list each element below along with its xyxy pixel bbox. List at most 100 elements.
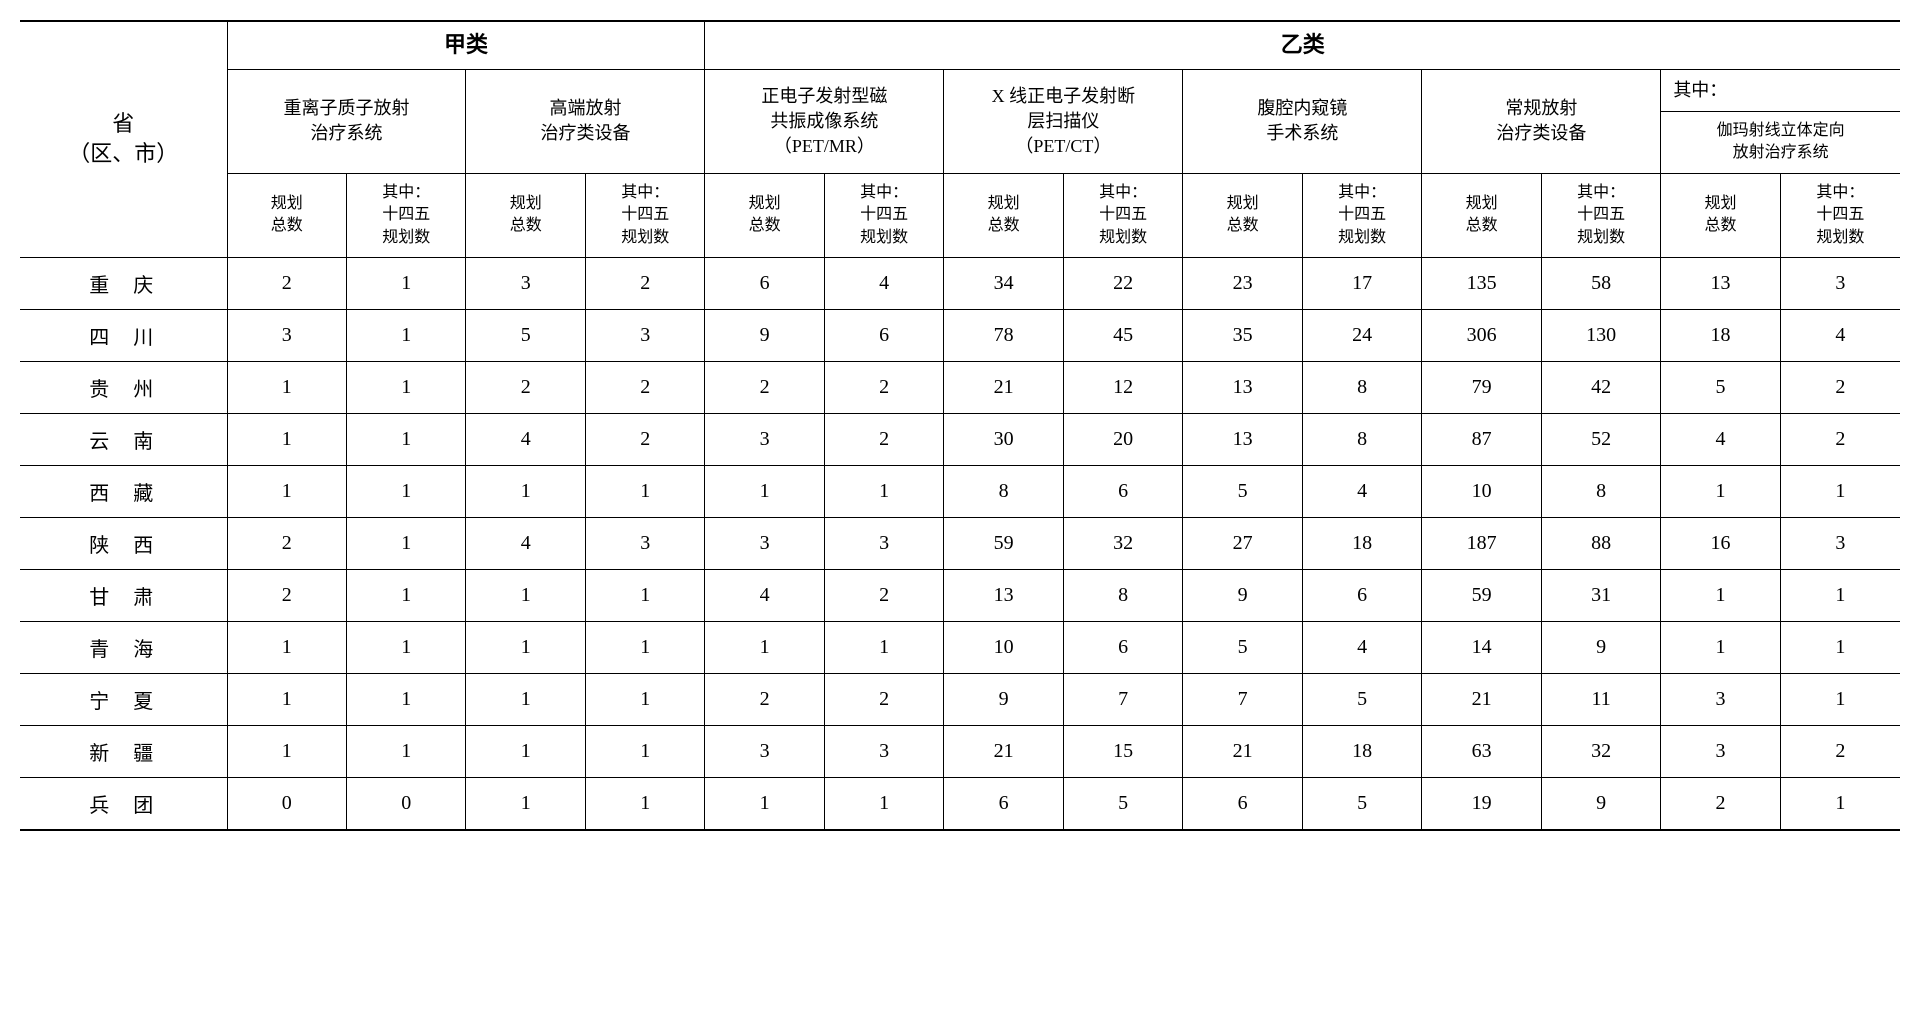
data-cell: 78 xyxy=(944,309,1063,361)
data-cell: 1 xyxy=(227,725,346,777)
data-cell: 18 xyxy=(1661,309,1780,361)
data-cell: 6 xyxy=(1063,621,1182,673)
data-cell: 52 xyxy=(1541,413,1660,465)
data-cell: 3 xyxy=(466,257,585,309)
data-cell: 4 xyxy=(466,517,585,569)
data-cell: 1 xyxy=(824,777,943,830)
province-name: 西藏 xyxy=(20,465,227,517)
data-cell: 2 xyxy=(466,361,585,413)
table-row: 兵团001111656519921 xyxy=(20,777,1900,830)
table-row: 宁夏1111229775211131 xyxy=(20,673,1900,725)
data-cell: 13 xyxy=(944,569,1063,621)
province-name: 青海 xyxy=(20,621,227,673)
data-cell: 19 xyxy=(1422,777,1541,830)
data-cell: 9 xyxy=(705,309,824,361)
data-cell: 8 xyxy=(1302,361,1421,413)
data-cell: 14 xyxy=(1422,621,1541,673)
province-name: 贵州 xyxy=(20,361,227,413)
data-cell: 10 xyxy=(944,621,1063,673)
data-cell: 2 xyxy=(585,413,704,465)
data-cell: 1 xyxy=(346,673,465,725)
col-b-4: 其中： 十四五 规划数 xyxy=(1063,173,1182,257)
data-cell: 1 xyxy=(1780,569,1900,621)
data-cell: 2 xyxy=(1780,413,1900,465)
cat-a-header: 甲类 xyxy=(227,21,705,69)
data-cell: 3 xyxy=(705,517,824,569)
province-name: 宁夏 xyxy=(20,673,227,725)
data-cell: 8 xyxy=(1541,465,1660,517)
data-cell: 1 xyxy=(1661,465,1780,517)
data-cell: 6 xyxy=(705,257,824,309)
data-cell: 1 xyxy=(585,673,704,725)
data-cell: 1 xyxy=(1780,465,1900,517)
province-header-text: 省 （区、市） xyxy=(68,109,178,171)
data-cell: 42 xyxy=(1541,361,1660,413)
group-3-header: 正电子发射型磁 共振成像系统 （PET/MR） xyxy=(705,69,944,173)
data-cell: 1 xyxy=(1780,673,1900,725)
group-2-header: 高端放射 治疗类设备 xyxy=(466,69,705,173)
data-cell: 27 xyxy=(1183,517,1302,569)
data-cell: 1 xyxy=(346,413,465,465)
data-cell: 8 xyxy=(1063,569,1182,621)
data-cell: 21 xyxy=(944,725,1063,777)
table-row: 陕西2143335932271818788163 xyxy=(20,517,1900,569)
data-cell: 135 xyxy=(1422,257,1541,309)
data-cell: 4 xyxy=(705,569,824,621)
data-cell: 1 xyxy=(227,361,346,413)
data-cell: 1 xyxy=(824,465,943,517)
data-cell: 20 xyxy=(1063,413,1182,465)
data-cell: 13 xyxy=(1661,257,1780,309)
data-cell: 2 xyxy=(824,361,943,413)
data-cell: 3 xyxy=(705,725,824,777)
data-cell: 2 xyxy=(227,569,346,621)
data-cell: 1 xyxy=(346,309,465,361)
data-cell: 79 xyxy=(1422,361,1541,413)
data-cell: 3 xyxy=(1780,257,1900,309)
table-body: 重庆2132643422231713558133四川31539678453524… xyxy=(20,257,1900,830)
data-cell: 1 xyxy=(705,621,824,673)
data-cell: 10 xyxy=(1422,465,1541,517)
table-row: 云南1142323020138875242 xyxy=(20,413,1900,465)
data-cell: 63 xyxy=(1422,725,1541,777)
province-header: 省 （区、市） xyxy=(20,21,227,257)
data-cell: 5 xyxy=(1183,621,1302,673)
data-cell: 9 xyxy=(1541,777,1660,830)
data-cell: 34 xyxy=(944,257,1063,309)
data-cell: 12 xyxy=(1063,361,1182,413)
data-cell: 5 xyxy=(1302,777,1421,830)
data-cell: 1 xyxy=(346,361,465,413)
table-row: 新疆11113321152118633232 xyxy=(20,725,1900,777)
data-cell: 6 xyxy=(1183,777,1302,830)
data-cell: 1 xyxy=(466,673,585,725)
data-cell: 35 xyxy=(1183,309,1302,361)
group-6-header: 常规放射 治疗类设备 xyxy=(1422,69,1661,173)
data-cell: 5 xyxy=(1183,465,1302,517)
data-cell: 8 xyxy=(1302,413,1421,465)
group-1-header: 重离子质子放射 治疗系统 xyxy=(227,69,466,173)
data-cell: 2 xyxy=(227,257,346,309)
data-cell: 3 xyxy=(1780,517,1900,569)
data-cell: 5 xyxy=(1661,361,1780,413)
data-cell: 5 xyxy=(1063,777,1182,830)
data-cell: 7 xyxy=(1183,673,1302,725)
data-cell: 1 xyxy=(585,725,704,777)
data-cell: 1 xyxy=(466,725,585,777)
col-b-1: 其中： 十四五 规划数 xyxy=(346,173,465,257)
col-a-2: 规划 总数 xyxy=(466,173,585,257)
data-cell: 6 xyxy=(944,777,1063,830)
data-cell: 187 xyxy=(1422,517,1541,569)
data-cell: 1 xyxy=(824,621,943,673)
data-cell: 130 xyxy=(1541,309,1660,361)
province-name: 新疆 xyxy=(20,725,227,777)
table-row: 四川31539678453524306130184 xyxy=(20,309,1900,361)
data-cell: 2 xyxy=(705,673,824,725)
data-cell: 3 xyxy=(824,725,943,777)
col-a-7: 规划 总数 xyxy=(1661,173,1780,257)
data-cell: 1 xyxy=(346,465,465,517)
data-cell: 15 xyxy=(1063,725,1182,777)
data-cell: 1 xyxy=(346,517,465,569)
data-cell: 24 xyxy=(1302,309,1421,361)
data-cell: 1 xyxy=(585,621,704,673)
data-cell: 59 xyxy=(1422,569,1541,621)
data-cell: 1 xyxy=(466,621,585,673)
